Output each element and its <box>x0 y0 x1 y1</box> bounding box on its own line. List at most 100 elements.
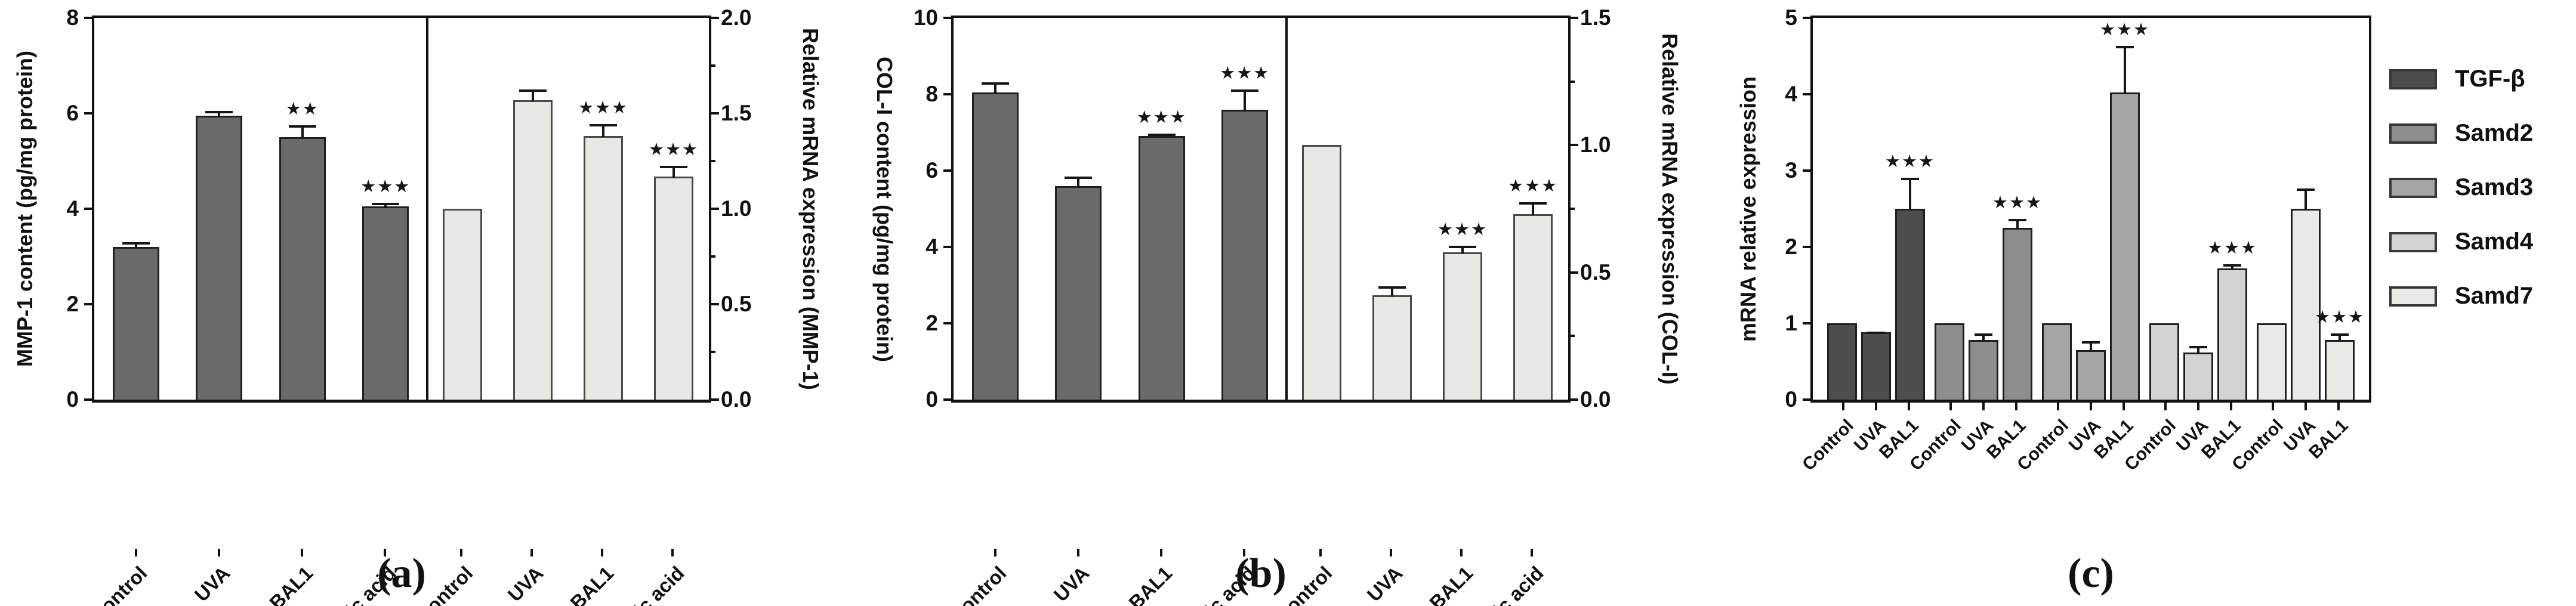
x-tick <box>1982 403 1985 410</box>
error-bar <box>1901 178 1919 210</box>
bar <box>1895 209 1925 400</box>
error-bar <box>372 203 400 208</box>
bar <box>1935 323 1964 400</box>
legend-label: Samd7 <box>2455 283 2534 309</box>
legend-label: Samd3 <box>2455 174 2534 200</box>
x-tick <box>1319 549 1322 556</box>
x-tick-slot: Control <box>2121 403 2182 549</box>
bar-slot <box>2183 18 2213 400</box>
x-tick <box>1242 549 1245 556</box>
axis-tick-label: 10 <box>913 5 938 30</box>
axis-tick-label: 1 <box>1785 311 1797 335</box>
axis-tick-label: 0.5 <box>1580 259 1611 285</box>
legend-swatch <box>2389 231 2437 252</box>
x-section-group: Control UVA BAL1 <box>2013 403 2140 549</box>
bar-slot <box>427 18 498 400</box>
panel-a-x-axis-labels: ControlUVABAL1Ascorbic acidControlUVABAL… <box>87 403 711 606</box>
axis-major-tick <box>943 398 952 401</box>
x-tick-slot: BAL1 <box>1983 403 2032 549</box>
axis-tick-label: 0.0 <box>1580 387 1611 412</box>
axis-tick-label: 1.0 <box>1580 132 1611 157</box>
axis-minor-tick <box>1570 208 1575 210</box>
x-section-group: Control UVA BAL1 <box>2228 403 2355 549</box>
x-tick <box>2057 403 2060 410</box>
bar <box>1513 214 1553 400</box>
bar-slot: ★★★ <box>1204 18 1287 400</box>
panel-b-caption: (b) <box>1235 551 1287 596</box>
axis-tick-label: 8 <box>66 5 79 30</box>
axis-major-tick <box>84 112 92 115</box>
panel-b-left-axis-title: COL-I content (pg/mg protein) <box>872 56 897 362</box>
legend-label: TGF-β <box>2455 66 2525 92</box>
axis-tick-label: 1.0 <box>721 196 752 221</box>
error-bar <box>2331 333 2349 342</box>
panel-a: MMP-1 content (pg/mg protein) ★★ ★★★ 0 2 4 6 8… <box>0 5 839 606</box>
legend-swatch <box>2389 69 2437 89</box>
error-bar <box>1147 134 1176 138</box>
error-bar <box>1065 176 1093 187</box>
bar-slot <box>1827 18 1857 400</box>
panel-c-axis-title: mRNA relative expression <box>1736 76 1760 342</box>
x-tick-slot: UVA <box>2280 403 2322 549</box>
legend-swatch <box>2389 123 2437 144</box>
series-group: ★★★ <box>2042 18 2149 400</box>
axis-major-tick <box>1803 93 1811 95</box>
error-bar <box>122 242 150 248</box>
axis-major-tick <box>943 246 952 248</box>
error-bar <box>205 110 233 117</box>
error-bar <box>2009 219 2026 229</box>
panel-divider <box>1285 18 1288 400</box>
x-tick <box>217 549 220 556</box>
error-bar <box>2297 188 2315 210</box>
x-tick-slot: Control <box>2013 403 2075 549</box>
subplot-right: ★★★ ★★★ <box>1287 18 1568 400</box>
x-tick-slot: Control <box>1798 403 1860 549</box>
panel-divider <box>426 18 428 400</box>
bar-slot <box>2076 18 2106 400</box>
significance-stars: ★★★ <box>1220 64 1270 84</box>
axis-major-tick <box>84 398 92 401</box>
bar-slot <box>94 18 178 400</box>
axis-minor-tick <box>1570 335 1575 338</box>
panel-a-right-axis-title: Relative mRNA expression (MMP-1) <box>798 28 823 390</box>
significance-stars: ★★★ <box>1136 108 1187 127</box>
axis-major-tick <box>1803 246 1811 248</box>
x-tick <box>2229 403 2232 410</box>
x-tick <box>2337 403 2340 410</box>
axis-tick-label: 5 <box>1785 5 1797 30</box>
x-tick <box>2304 403 2307 410</box>
axis-tick-label: 2 <box>925 311 938 335</box>
x-tick-slot: Control <box>2228 403 2290 549</box>
bar <box>196 116 243 400</box>
significance-stars: ★★★ <box>360 177 411 196</box>
x-tick <box>601 549 603 556</box>
axis-major-tick <box>943 322 952 324</box>
axis-tick-label: 0.0 <box>721 387 752 412</box>
axis-major-tick <box>84 208 92 210</box>
axis-tick-label: 4 <box>66 196 79 221</box>
legend-label: Samd4 <box>2455 228 2534 255</box>
legend-item: Samd3 <box>2389 174 2533 201</box>
bar <box>2325 340 2355 400</box>
error-bar <box>1231 89 1259 111</box>
axis-major-tick <box>1570 17 1578 19</box>
bar <box>2003 228 2032 400</box>
bar <box>1301 145 1342 400</box>
x-tick-slot: UVA <box>2065 403 2108 549</box>
x-tick <box>2122 403 2125 410</box>
bar <box>2076 350 2106 400</box>
x-tick-slot: UVA <box>1850 403 1893 549</box>
bar <box>583 136 624 400</box>
bar-slot: ★★★ <box>2315 18 2364 400</box>
x-section-group: Control UVA BAL1 <box>1906 403 2032 549</box>
bar-slot: ★★★ <box>344 18 428 400</box>
x-tick <box>2014 403 2017 410</box>
axis-major-tick <box>1570 398 1578 401</box>
bar <box>2217 268 2247 400</box>
axis-tick-label: 4 <box>1785 82 1797 106</box>
bar <box>362 206 409 400</box>
significance-stars: ★★ <box>285 99 319 119</box>
axis-minor-tick <box>711 255 715 258</box>
axis-minor-tick <box>711 351 715 353</box>
x-tick <box>383 549 386 556</box>
